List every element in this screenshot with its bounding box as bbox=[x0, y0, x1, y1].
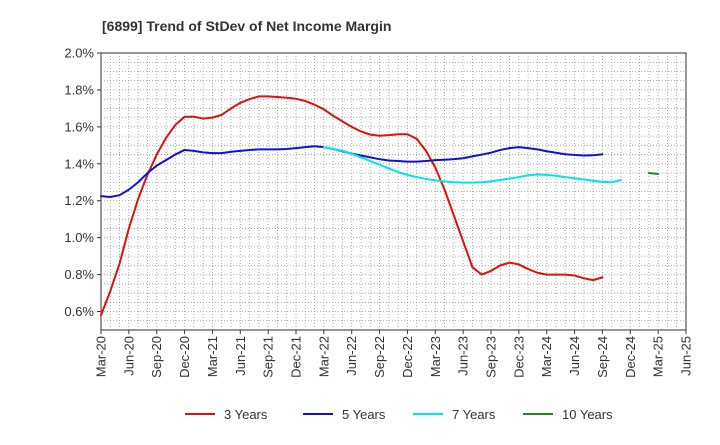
x-axis-tick-label: Mar-23 bbox=[428, 336, 443, 377]
x-axis-tick-label: Sep-22 bbox=[372, 336, 387, 378]
x-axis-tick-labels: Mar-20 Jun-20 Sep-20 Dec-20 Mar-21 Jun-21 Sep-… bbox=[94, 330, 694, 378]
grid-lines bbox=[101, 53, 686, 330]
x-axis-tick-label: Mar-24 bbox=[539, 336, 554, 377]
x-axis-tick-label: Mar-22 bbox=[316, 336, 331, 377]
y-axis-tick-label: 1.2% bbox=[64, 193, 94, 208]
x-axis-tick-label: Dec-20 bbox=[177, 336, 192, 378]
y-axis-tick-label: 2.0% bbox=[64, 46, 94, 61]
x-axis-tick-label: Jun-25 bbox=[679, 336, 694, 376]
series-line-7-years bbox=[322, 146, 622, 184]
y-axis-tick-label: 1.8% bbox=[64, 82, 94, 97]
x-axis-tick-label: Dec-23 bbox=[511, 336, 526, 378]
legend-label-7-years: 7 Years bbox=[452, 407, 496, 422]
x-axis-tick-label: Mar-25 bbox=[651, 336, 666, 377]
series-line-3-years bbox=[100, 95, 604, 317]
legend-label-3-years: 3 Years bbox=[224, 407, 268, 422]
x-axis-tick-label: Jun-20 bbox=[121, 336, 136, 376]
x-axis-tick-label: Sep-24 bbox=[595, 336, 610, 378]
y-axis-tick-labels: 2.0% 1.8% 1.6% 1.4% 1.2% 1.0% 0.8% 0.6% bbox=[64, 46, 101, 319]
chart-title: [6899] Trend of StDev of Net Income Marg… bbox=[102, 18, 391, 34]
legend-label-5-years: 5 Years bbox=[342, 407, 386, 422]
series-lines bbox=[100, 95, 660, 317]
x-axis-tick-label: Jun-24 bbox=[567, 336, 582, 376]
legend: 3 Years 5 Years 7 Years 10 Years bbox=[185, 407, 613, 422]
y-axis-tick-label: 0.6% bbox=[64, 304, 94, 319]
x-axis-tick-label: Sep-21 bbox=[261, 336, 276, 378]
y-axis-tick-label: 0.8% bbox=[64, 267, 94, 282]
x-axis-tick-label: Dec-24 bbox=[623, 336, 638, 378]
x-axis-tick-label: Dec-21 bbox=[289, 336, 304, 378]
y-axis-tick-label: 1.4% bbox=[64, 156, 94, 171]
x-axis-tick-label: Jun-22 bbox=[344, 336, 359, 376]
plot-area bbox=[100, 52, 687, 331]
y-axis-tick-label: 1.6% bbox=[64, 119, 94, 134]
x-axis-tick-label: Dec-22 bbox=[400, 336, 415, 378]
x-axis-tick-label: Sep-20 bbox=[149, 336, 164, 378]
x-axis-tick-label: Jun-21 bbox=[233, 336, 248, 376]
y-axis-tick-label: 1.0% bbox=[64, 230, 94, 245]
x-axis-tick-label: Sep-23 bbox=[484, 336, 499, 378]
x-axis-tick-label: Mar-20 bbox=[94, 336, 109, 377]
x-axis-tick-label: Mar-21 bbox=[205, 336, 220, 377]
series-line-10-years bbox=[647, 172, 660, 175]
legend-label-10-years: 10 Years bbox=[562, 407, 613, 422]
x-axis-tick-label: Jun-23 bbox=[456, 336, 471, 376]
